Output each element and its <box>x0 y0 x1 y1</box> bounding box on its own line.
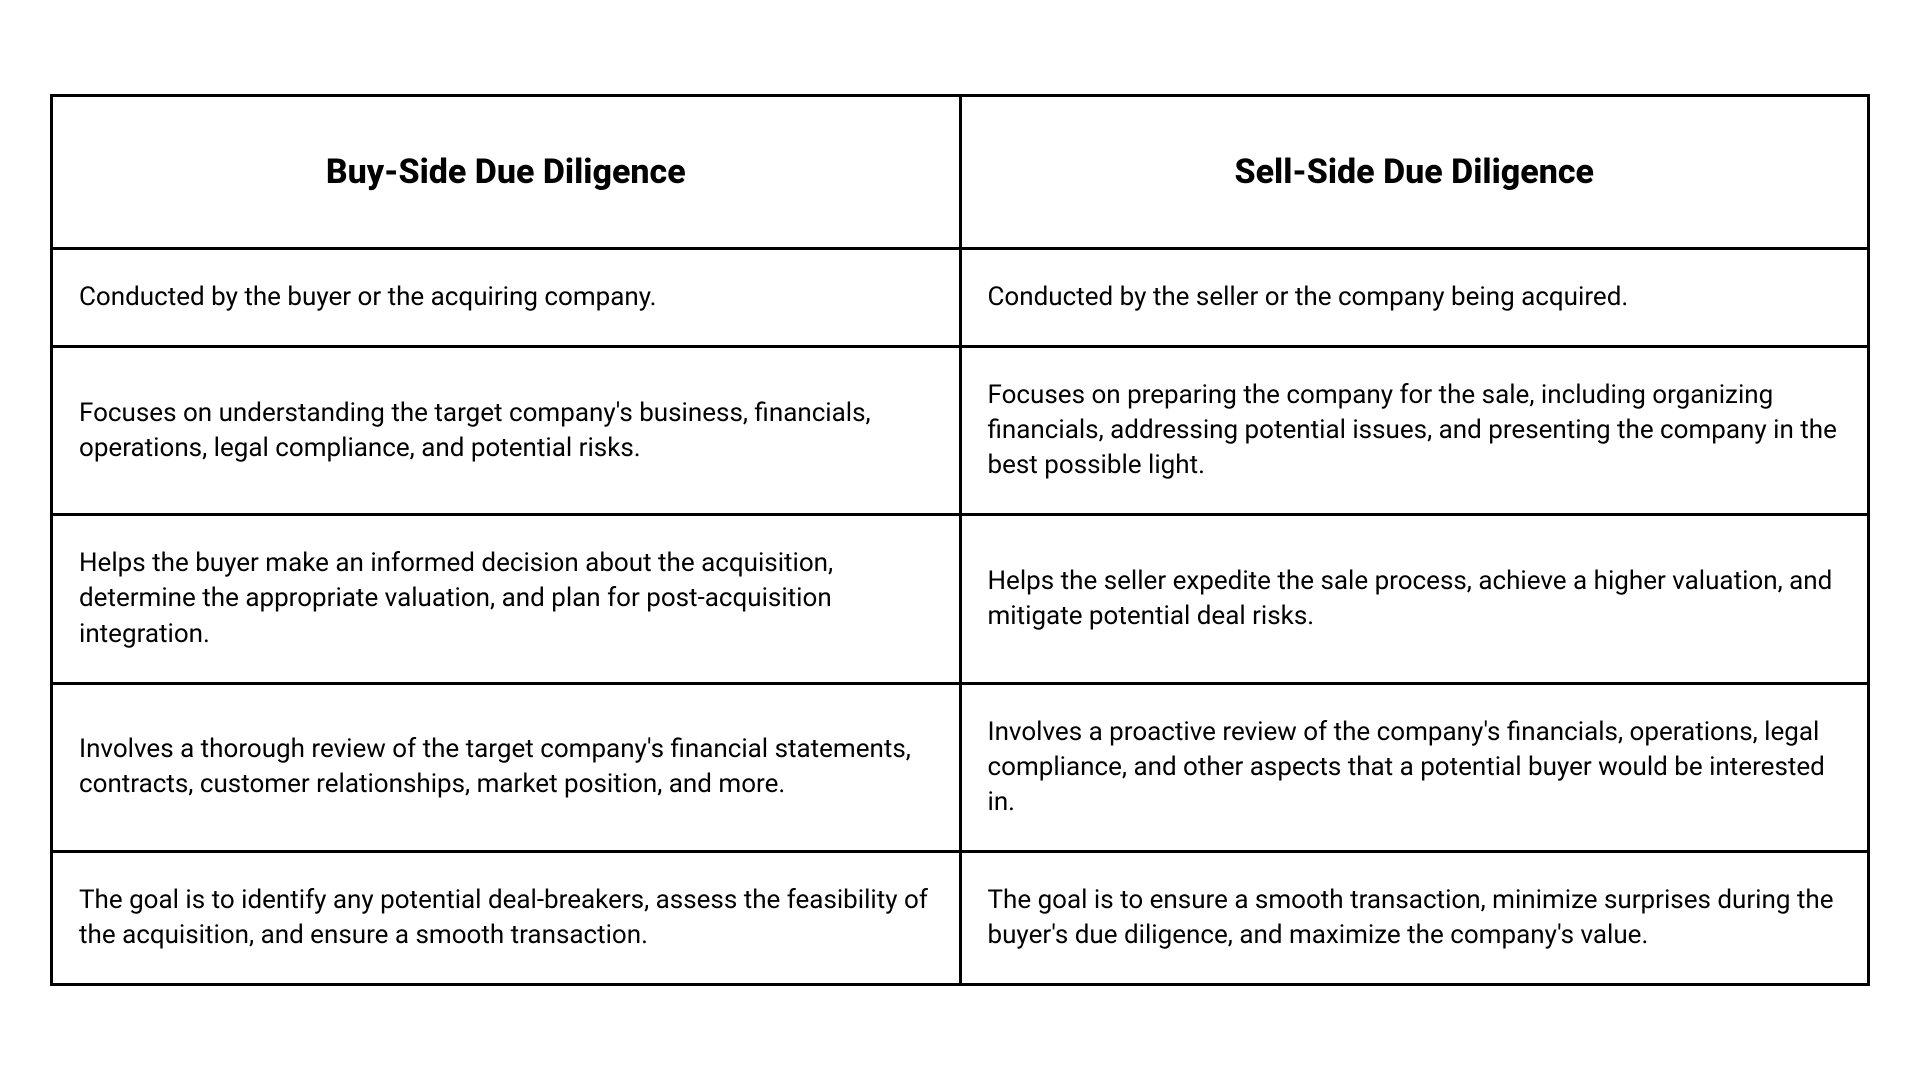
sell-side-cell: Helps the seller expedite the sale proce… <box>960 515 1869 683</box>
buy-side-cell: Focuses on understanding the target comp… <box>52 347 961 515</box>
buy-side-cell: Helps the buyer make an informed decisio… <box>52 515 961 683</box>
table-row: The goal is to identify any potential de… <box>52 851 1869 984</box>
table-row: Focuses on understanding the target comp… <box>52 347 1869 515</box>
page: Buy-Side Due Diligence Sell-Side Due Dil… <box>0 0 1920 1080</box>
sell-side-cell: Focuses on preparing the company for the… <box>960 347 1869 515</box>
column-header-sell-side: Sell-Side Due Diligence <box>960 95 1869 248</box>
buy-side-cell: Conducted by the buyer or the acquiring … <box>52 248 961 346</box>
table-header-row: Buy-Side Due Diligence Sell-Side Due Dil… <box>52 95 1869 248</box>
sell-side-cell: Conducted by the seller or the company b… <box>960 248 1869 346</box>
comparison-table: Buy-Side Due Diligence Sell-Side Due Dil… <box>50 94 1870 986</box>
sell-side-cell: Involves a proactive review of the compa… <box>960 683 1869 851</box>
table-row: Involves a thorough review of the target… <box>52 683 1869 851</box>
sell-side-cell: The goal is to ensure a smooth transacti… <box>960 851 1869 984</box>
column-header-buy-side: Buy-Side Due Diligence <box>52 95 961 248</box>
buy-side-cell: Involves a thorough review of the target… <box>52 683 961 851</box>
buy-side-cell: The goal is to identify any potential de… <box>52 851 961 984</box>
table-row: Helps the buyer make an informed decisio… <box>52 515 1869 683</box>
table-row: Conducted by the buyer or the acquiring … <box>52 248 1869 346</box>
